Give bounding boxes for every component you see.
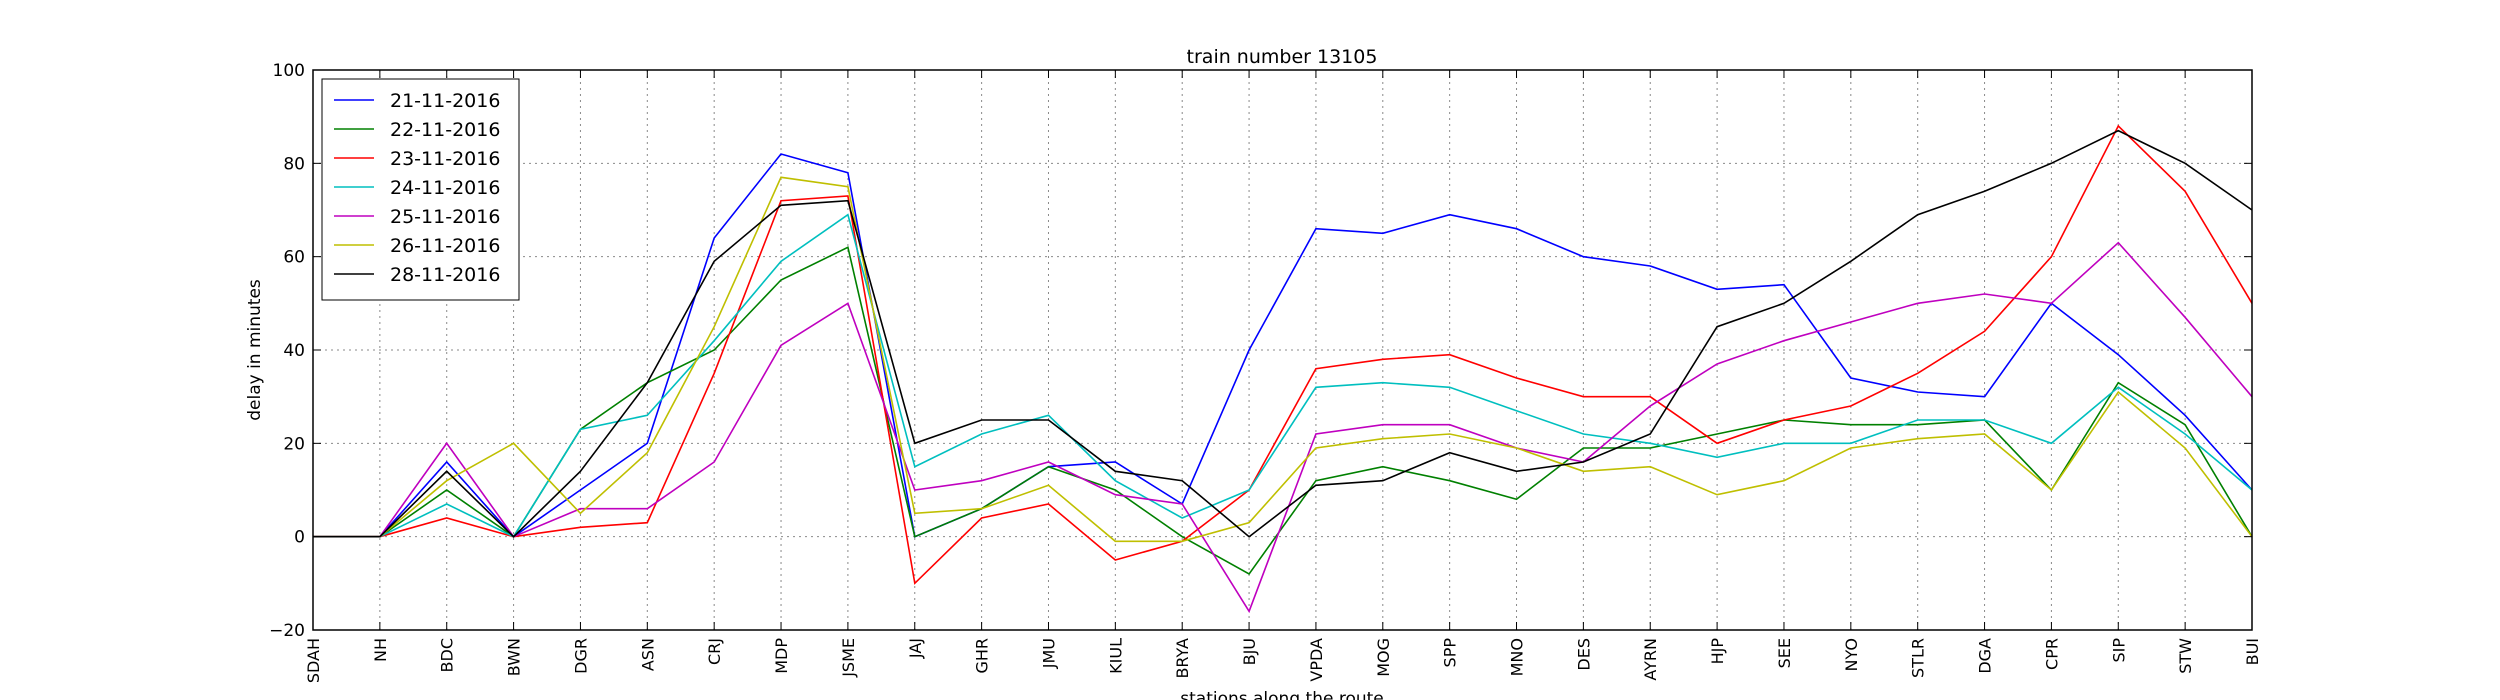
legend-label: 26-11-2016 [390,235,500,257]
legend-label: 23-11-2016 [390,148,500,170]
x-tick-label: MNO [1508,638,1527,676]
y-tick-label: 100 [273,61,305,81]
x-tick-label: JSME [839,638,858,678]
y-tick-label: 60 [283,248,305,268]
x-tick-label: HJP [1708,638,1727,665]
x-tick-label: DGR [571,638,590,674]
x-tick-label: KIUL [1106,638,1125,674]
x-tick-label: NYO [1842,638,1861,671]
series-line-28-11-2016 [313,129,2253,538]
legend-label: 25-11-2016 [390,206,500,228]
x-tick-label: SIP [2109,638,2128,663]
x-tick-label: SEE [1775,638,1794,668]
x-tick-label: ASN [638,638,657,671]
x-tick-label: CPR [2042,638,2061,670]
legend-label: 21-11-2016 [390,90,500,112]
x-tick-label: GHR [973,638,992,674]
series-line-24-11-2016 [313,213,2253,538]
legend-label: 28-11-2016 [390,264,500,286]
x-tick-label: BUI [2243,638,2262,665]
x-tick-label: JAJ [906,638,925,659]
x-tick-label: BWN [505,638,524,676]
series-line-21-11-2016 [313,153,2253,538]
series-lines [313,124,2253,614]
y-tick-label: 80 [283,154,305,174]
x-tick-label: STLR [1909,638,1928,678]
x-tick-label: BRYA [1173,638,1192,679]
chart-title: train number 13105 [1187,46,1378,68]
axis-ticks: SDAH NH BDC BWN DGR ASN CRJ MDP JSME JAJ GHR JMU KIU… [269,61,2262,683]
y-axis-label: delay in minutes [245,279,265,421]
x-tick-label: MDP [772,638,791,674]
x-tick-label: NH [371,638,390,662]
y-tick-label: −20 [269,621,305,641]
series-line-26-11-2016 [313,176,2253,543]
y-tick-label: 40 [283,341,305,361]
x-tick-label: CRJ [705,638,724,665]
legend-box [321,78,520,301]
y-tick-label: 0 [294,528,305,548]
x-tick-label: JMU [1039,638,1058,669]
x-tick-label: STW [2176,638,2195,674]
y-tick-label: 20 [283,434,305,454]
x-tick-label: MOG [1374,638,1393,677]
x-tick-label: DGA [1976,638,1995,674]
x-tick-label: BJU [1240,638,1259,665]
series-line-25-11-2016 [313,241,2253,614]
legend-label: 22-11-2016 [390,119,500,141]
legend: 21-11-2016 22-11-2016 23-11-2016 24-11-2016… [321,78,520,301]
x-tick-label: BDC [438,638,457,672]
series-line-23-11-2016 [313,124,2253,585]
series-line-22-11-2016 [313,246,2253,576]
x-axis-label: stations along the route [1180,689,1384,700]
x-tick-label: DES [1574,638,1593,671]
x-tick-label: VPDA [1307,638,1326,682]
x-tick-label: SPP [1441,638,1460,668]
legend-label: 24-11-2016 [390,177,500,199]
x-tick-label: AYRN [1641,638,1660,681]
x-tick-label: SDAH [304,638,323,683]
